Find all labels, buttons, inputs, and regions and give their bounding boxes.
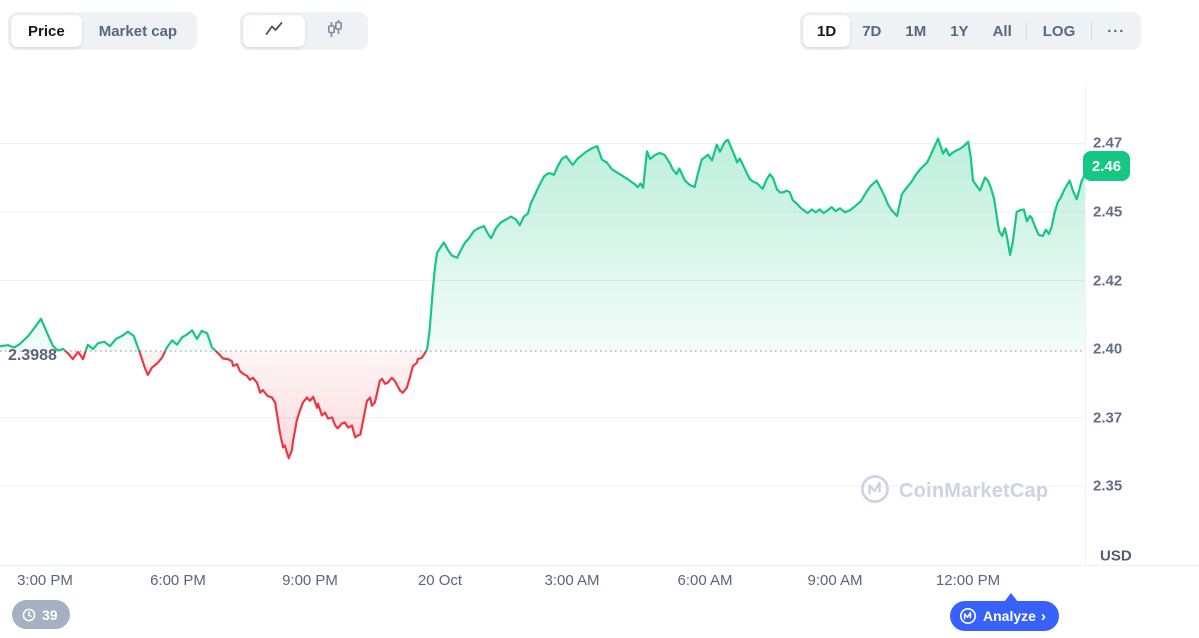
toolbar-divider	[1091, 22, 1093, 40]
watermark-text: CoinMarketCap	[899, 480, 1049, 502]
analyze-label: Analyze	[983, 608, 1036, 624]
candlestick-chart-icon	[326, 19, 344, 43]
y-axis-separator	[1085, 85, 1086, 565]
y-tick-label: 2.45	[1093, 203, 1123, 221]
y-tick-label: 2.42	[1093, 272, 1123, 290]
x-tick-label: 20 Oct	[417, 572, 463, 589]
x-tick-label: 9:00 PM	[282, 572, 338, 589]
analyze-button[interactable]: Analyze ›	[950, 601, 1059, 631]
x-axis-separator	[0, 565, 1199, 566]
toolbar-divider	[1025, 22, 1027, 40]
more-options-button[interactable]: ···	[1094, 15, 1138, 47]
coinmarketcap-logo-icon	[860, 474, 890, 509]
y-tick-label: 2.40	[1093, 340, 1123, 358]
history-count: 39	[42, 606, 58, 623]
x-tick-label: 9:00 AM	[807, 572, 863, 589]
tab-market-cap[interactable]: Market cap	[82, 15, 194, 47]
candlestick-chart-button[interactable]	[305, 15, 365, 47]
log-scale-button[interactable]: LOG	[1029, 15, 1090, 47]
range-tab-all[interactable]: All	[981, 15, 1024, 47]
metric-toggle: Price Market cap	[8, 12, 198, 50]
analyze-logo-icon	[959, 607, 977, 625]
analyze-tooltip-pointer	[1004, 593, 1018, 602]
chart-type-toggle	[240, 12, 368, 50]
y-tick-label: 2.35	[1093, 477, 1123, 495]
x-tick-label: 3:00 PM	[17, 572, 73, 589]
current-price-badge: 2.46	[1083, 151, 1130, 181]
coinmarketcap-watermark: CoinMarketCap	[860, 474, 1048, 509]
y-tick-label: 2.37	[1093, 409, 1123, 427]
price-line-up	[0, 137, 1085, 351]
range-tab-7d[interactable]: 7D	[850, 15, 893, 47]
price-area-down	[0, 351, 1085, 459]
open-price-label: 2.3988	[8, 347, 57, 364]
y-axis-unit-label: USD	[1100, 547, 1132, 565]
chevron-right-icon: ›	[1040, 607, 1046, 625]
tab-price[interactable]: Price	[11, 15, 82, 47]
range-tab-1m[interactable]: 1M	[893, 15, 938, 47]
range-tab-1d[interactable]: 1D	[803, 15, 851, 47]
line-chart-button[interactable]	[243, 15, 305, 47]
range-toggle: 1D 7D 1M 1Y All LOG ···	[800, 12, 1142, 50]
x-tick-label: 6:00 AM	[677, 572, 733, 589]
price-line-down	[56, 351, 428, 460]
y-tick-label: 2.47	[1093, 134, 1123, 152]
history-clock-icon	[21, 607, 37, 623]
x-tick-label: 6:00 PM	[150, 572, 206, 589]
price-area-up	[0, 138, 1085, 351]
history-count-button[interactable]: 39	[12, 600, 70, 629]
price-chart-plot[interactable]	[0, 85, 1085, 555]
x-tick-label: 12:00 PM	[935, 572, 1001, 589]
line-chart-icon	[264, 20, 284, 42]
x-tick-label: 3:00 AM	[544, 572, 600, 589]
range-tab-1y[interactable]: 1Y	[938, 15, 980, 47]
